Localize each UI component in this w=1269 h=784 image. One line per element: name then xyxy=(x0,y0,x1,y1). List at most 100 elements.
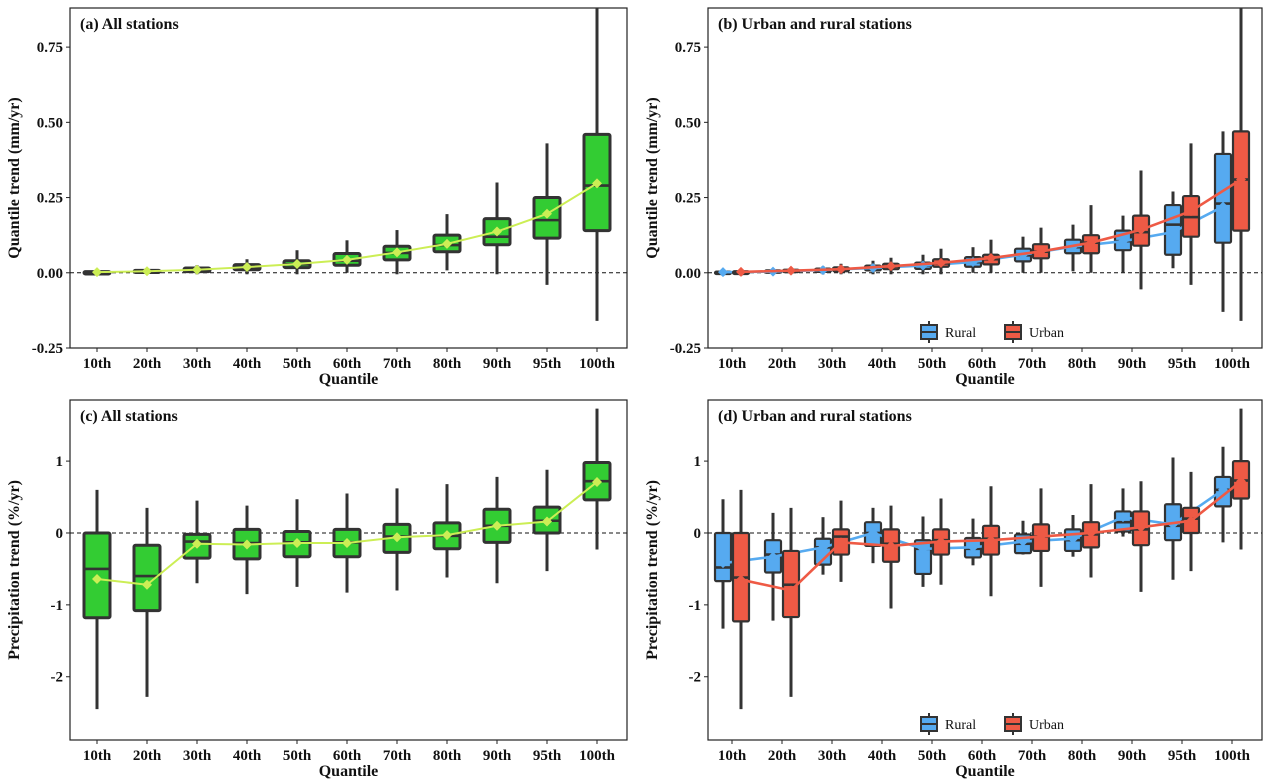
panel-b: -0.25 0.00 0.25 0.50 0.75 10th 20th 30th 40th 50t… xyxy=(644,7,1263,388)
box-all xyxy=(582,8,612,321)
mean-marker xyxy=(818,542,828,553)
legend-label: Rural xyxy=(945,326,976,341)
series-urban xyxy=(731,8,1251,321)
y-tick-label: 0.75 xyxy=(37,40,63,56)
x-tick-label: 60th xyxy=(333,748,362,764)
mean-marker xyxy=(492,226,502,237)
y-tick-label: 0.25 xyxy=(37,191,63,207)
x-tick-label: 50th xyxy=(918,356,947,372)
mean-marker xyxy=(142,266,152,277)
mean-marker xyxy=(736,574,746,585)
mean-marker xyxy=(92,267,102,278)
mean-marker xyxy=(392,247,402,258)
mean-marker xyxy=(1186,515,1196,526)
mean-marker xyxy=(786,585,796,596)
mean-marker xyxy=(1136,522,1146,533)
legend-item-urban: Urban xyxy=(1004,713,1064,735)
mean-marker xyxy=(936,536,946,547)
x-tick-label: 40th xyxy=(233,356,262,372)
x-tick-label: 10th xyxy=(83,356,112,372)
y-tick-label: -1 xyxy=(689,598,702,614)
x-tick-label: 90th xyxy=(1118,356,1147,372)
legend-item-rural: Rural xyxy=(920,321,976,343)
series-urban xyxy=(731,408,1251,710)
x-tick-label: 95th xyxy=(533,748,562,764)
mean-marker xyxy=(1068,533,1078,544)
x-axis-title: Quantile xyxy=(955,371,1015,388)
box-urban xyxy=(781,507,801,697)
legend-label: Urban xyxy=(1029,326,1064,341)
mean-marker xyxy=(1136,224,1146,235)
box-rural xyxy=(1213,131,1233,312)
box-urban xyxy=(1231,8,1251,321)
mean-marker xyxy=(918,543,928,554)
box xyxy=(1213,152,1233,244)
x-tick-label: 80th xyxy=(1068,748,1097,764)
x-tick-label: 100th xyxy=(579,356,615,372)
y-axis-title: Quantile trend (mm/yr) xyxy=(644,97,661,258)
panel-title: (c) All stations xyxy=(80,408,178,425)
box xyxy=(713,531,733,583)
mean-marker xyxy=(768,551,778,562)
x-axis-title: Quantile xyxy=(319,371,379,388)
x-tick-label: 100th xyxy=(1214,356,1250,372)
panel-title: (a) All stations xyxy=(80,16,179,33)
y-tick-label: 0.00 xyxy=(675,266,701,282)
x-tick-label: 30th xyxy=(183,356,212,372)
mean-marker xyxy=(542,208,552,219)
mean-marker xyxy=(92,573,102,584)
x-tick-label: 100th xyxy=(579,748,615,764)
x-tick-label: 80th xyxy=(433,356,462,372)
x-tick-label: 10th xyxy=(83,748,112,764)
y-axis-title: Precipitation trend (%/yr) xyxy=(644,480,661,660)
mean-marker xyxy=(292,259,302,270)
mean-marker xyxy=(242,539,252,550)
mean-marker xyxy=(718,558,728,569)
mean-marker xyxy=(192,538,202,549)
box-rural xyxy=(1163,457,1183,580)
x-tick-label: 60th xyxy=(968,748,997,764)
x-tick-label: 95th xyxy=(1168,356,1197,372)
mean-marker xyxy=(986,535,996,546)
x-tick-label: 20th xyxy=(133,356,162,372)
mean-marker xyxy=(936,257,946,268)
mean-marker xyxy=(142,579,152,590)
x-tick-label: 90th xyxy=(483,356,512,372)
y-tick-label: 0.50 xyxy=(37,115,63,131)
x-tick-label: 80th xyxy=(1068,356,1097,372)
x-tick-label: 30th xyxy=(183,748,212,764)
mean-marker xyxy=(968,542,978,553)
series-all xyxy=(82,8,612,321)
x-tick-label: 50th xyxy=(918,748,947,764)
panel-c: -2 -1 0 1 10th 20th 30th 40th 50th 60th 70th 80th 90… xyxy=(6,399,628,780)
x-tick-label: 70th xyxy=(383,748,412,764)
y-tick-label: -0.25 xyxy=(32,341,63,357)
box-all xyxy=(132,507,162,697)
y-tick-label: 0.50 xyxy=(675,115,701,131)
x-tick-label: 40th xyxy=(233,748,262,764)
mean-marker xyxy=(1218,201,1228,212)
panel-a: -0.25 0.00 0.25 0.50 0.75 10th 20th 30th 40th 50t… xyxy=(6,7,628,388)
x-tick-label: 40th xyxy=(868,748,897,764)
x-tick-label: 70th xyxy=(1018,356,1047,372)
x-axis-title: Quantile xyxy=(319,763,379,780)
plot-frame xyxy=(707,399,1263,741)
x-tick-label: 60th xyxy=(333,356,362,372)
mean-marker xyxy=(542,516,552,527)
x-tick-label: 95th xyxy=(533,356,562,372)
mean-marker xyxy=(1118,236,1128,247)
mean-marker xyxy=(1086,237,1096,248)
y-tick-label: 0 xyxy=(56,526,64,542)
series-all xyxy=(82,408,612,710)
plot-frame xyxy=(707,7,1263,349)
x-tick-label: 30th xyxy=(818,748,847,764)
x-axis-title: Quantile xyxy=(955,763,1015,780)
y-tick-label: 0 xyxy=(694,526,702,542)
legend-label: Urban xyxy=(1029,718,1064,733)
y-tick-label: 0.25 xyxy=(675,191,701,207)
panel-title: (d) Urban and rural stations xyxy=(718,408,912,425)
plot-frame xyxy=(69,7,628,349)
mean-marker xyxy=(342,254,352,265)
mean-marker xyxy=(786,265,796,276)
